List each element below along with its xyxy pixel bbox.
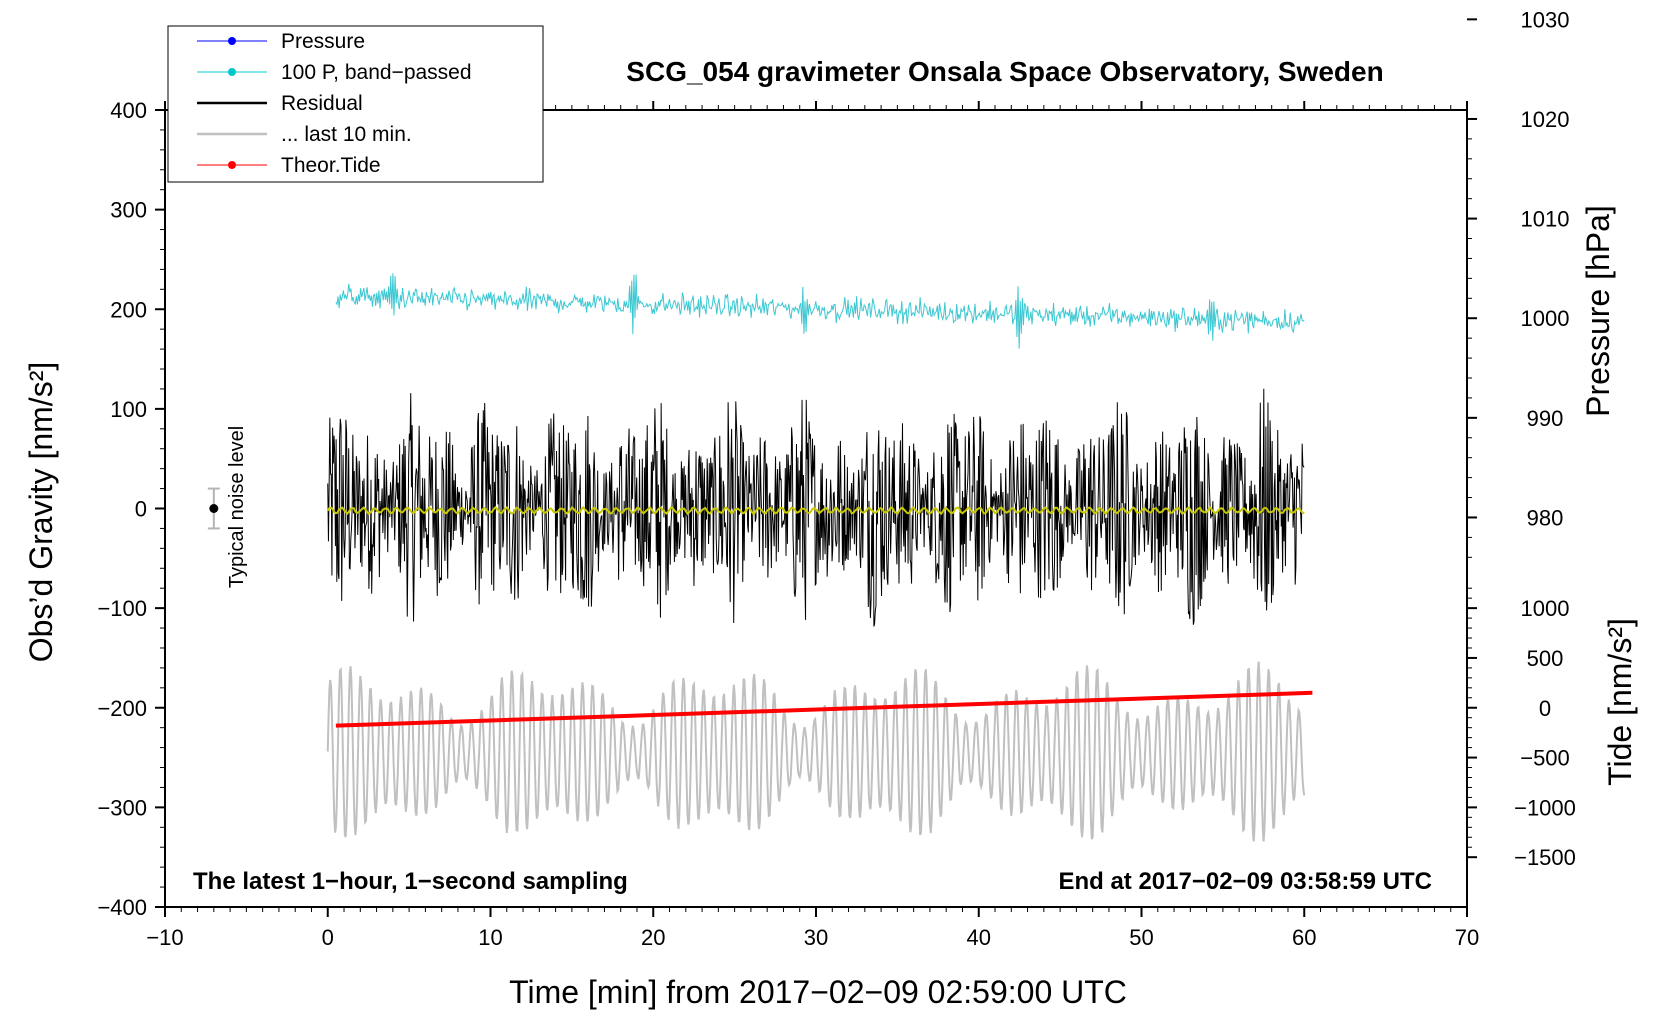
annotation-end-time: End at 2017−02−09 03:58:59 UTC [1058,868,1432,895]
chart-title: SCG_054 gravimeter Onsala Space Observat… [626,56,1383,87]
theoretical-tide-series-line [335,690,1313,728]
x-tick-label: 0 [322,925,334,950]
tide-tick-label: −1000 [1514,795,1576,820]
tide-tick-label: 1000 [1521,596,1570,621]
noise-level-label: Typical noise level [226,426,248,588]
y-tick-label: −300 [97,795,147,820]
legend: Pressure 100 P, band−passed Residual ... la… [167,25,544,183]
last-10-min-series-line [326,661,1306,842]
pressure-bandpassed-series-line [335,273,1305,349]
y-tick-label: 300 [110,198,147,223]
legend-swatch-dot [228,68,236,76]
y-tick-label: −100 [97,596,147,621]
x-tick-label: 60 [1292,925,1316,950]
legend-label: Theor.Tide [281,154,381,177]
legend-entry: Theor.Tide [197,154,381,177]
plot-layer [207,273,1313,842]
annotation-sampling: The latest 1−hour, 1−second sampling [193,868,628,895]
legend-entry: 100 P, band−passed [197,61,472,84]
legend-label: ... last 10 min. [281,123,412,146]
noise-level-point [209,504,219,513]
y-tick-label: 100 [110,397,147,422]
residual-smoothed-series-line [326,505,1305,516]
legend-entry: ... last 10 min. [197,123,412,146]
x-tick-label: −10 [146,925,183,950]
legend-label: Pressure [281,30,365,53]
tide-tick-label: 0 [1539,696,1551,721]
tide-tick-label: 500 [1527,646,1564,671]
legend-swatch-dot [228,161,236,169]
y-tick-label: 400 [110,98,147,123]
x-tick-label: 40 [967,925,991,950]
x-tick-label: 10 [478,925,502,950]
y-axis-label-pressure: Pressure [hPa] [1580,205,1616,417]
x-tick-label: 50 [1129,925,1153,950]
x-tick-label: 20 [641,925,665,950]
pressure-tick-label: 1000 [1521,306,1570,331]
x-tick-label: 70 [1455,925,1479,950]
y-tick-label: 200 [110,297,147,322]
tide-tick-label: −1500 [1514,845,1576,870]
x-axis-label: Time [min] from 2017−02−09 02:59:00 UTC [509,974,1127,1010]
legend-entry: Residual [197,92,363,115]
tide-tick-label: −500 [1520,746,1570,771]
pressure-tick-label: 1010 [1521,207,1570,232]
pressure-tick-label: 1030 [1521,7,1570,32]
axes-layer: −10 0 10 20 30 40 50 60 704003002001000−100−200−… [97,7,1575,950]
pressure-tick-label: 980 [1527,505,1564,530]
legend-label: 100 P, band−passed [281,61,472,84]
y-tick-label: −400 [97,895,147,920]
legend-swatch-dot [228,37,236,45]
pressure-tick-label: 990 [1527,406,1564,431]
legend-entry: Pressure [197,30,365,53]
x-tick-label: 30 [804,925,828,950]
y-axis-label-left: Obs’d Gravity [nm/s²] [23,362,59,663]
y-axis-label-tide: Tide [nm/s²] [1602,618,1638,786]
legend-label: Residual [281,92,363,115]
y-tick-label: 0 [135,497,147,522]
y-tick-label: −200 [97,696,147,721]
residual-series-line [327,388,1305,627]
pressure-tick-label: 1020 [1521,107,1570,132]
